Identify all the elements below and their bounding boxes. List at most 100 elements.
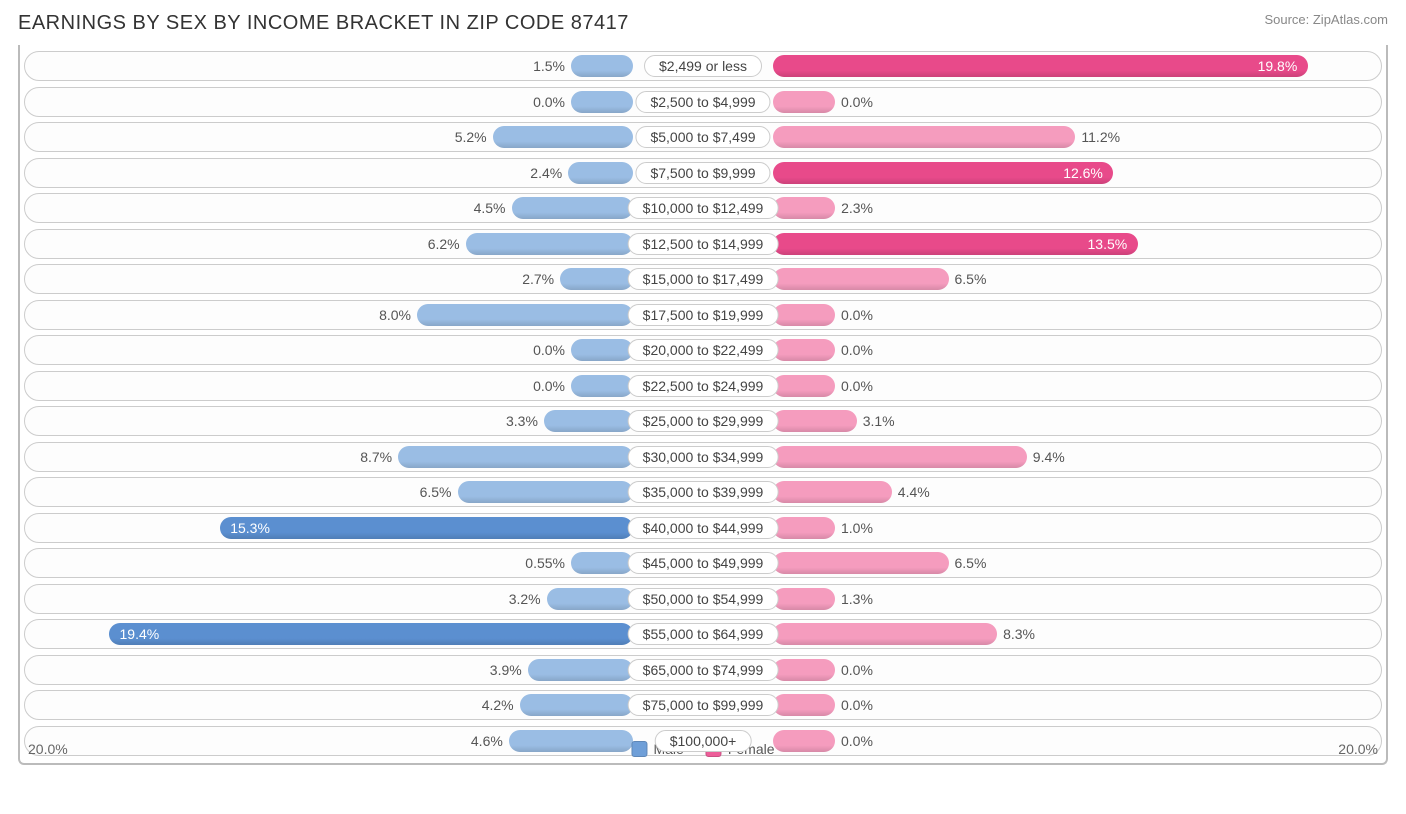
bracket-label: $2,499 or less: [644, 55, 762, 77]
bracket-label: $35,000 to $39,999: [628, 481, 779, 503]
female-bar: [773, 91, 835, 113]
male-bar: [571, 91, 633, 113]
bar-row: $2,500 to $4,999 0.0% 0.0%: [24, 87, 1382, 117]
bar-row: $22,500 to $24,9990.0%0.0%: [24, 371, 1382, 401]
female-bar: [773, 694, 835, 716]
male-pct: 15.3%: [230, 520, 270, 536]
male-pct: 4.2%: [482, 697, 514, 713]
female-pct: 13.5%: [1088, 236, 1128, 252]
female-bar: [773, 197, 835, 219]
male-pct: 3.3%: [506, 413, 538, 429]
female-pct: 1.3%: [841, 591, 873, 607]
male-bar: [568, 162, 633, 184]
bracket-label: $10,000 to $12,499: [628, 197, 779, 219]
female-pct: 0.0%: [841, 94, 873, 110]
bracket-label: $25,000 to $29,999: [628, 410, 779, 432]
male-bar: [493, 126, 633, 148]
bracket-label: $45,000 to $49,999: [628, 552, 779, 574]
male-pct: 2.4%: [530, 165, 562, 181]
male-bar: [509, 730, 633, 752]
bracket-label: $7,500 to $9,999: [635, 162, 770, 184]
female-pct: 6.5%: [955, 271, 987, 287]
bar-row: $10,000 to $12,4994.5%2.3%: [24, 193, 1382, 223]
bracket-label: $17,500 to $19,999: [628, 304, 779, 326]
bar-row: $5,000 to $7,4995.2%11.2%: [24, 122, 1382, 152]
male-bar: [547, 588, 633, 610]
male-bar: [544, 410, 633, 432]
bracket-label: $20,000 to $22,499: [628, 339, 779, 361]
female-pct: 11.2%: [1081, 129, 1120, 145]
male-bar: [571, 552, 633, 574]
bracket-label: $12,500 to $14,999: [628, 233, 779, 255]
female-bar: [773, 517, 835, 539]
male-pct: 5.2%: [455, 129, 487, 145]
female-bar: [773, 304, 835, 326]
female-bar: [773, 339, 835, 361]
female-pct: 0.0%: [841, 378, 873, 394]
male-bar: [458, 481, 634, 503]
male-bar: [571, 375, 633, 397]
male-pct: 6.5%: [420, 484, 452, 500]
male-pct: 1.5%: [533, 58, 565, 74]
female-bar: [773, 268, 949, 290]
bar-row: $45,000 to $49,9990.55%6.5%: [24, 548, 1382, 578]
bracket-label: $100,000+: [655, 730, 752, 752]
bar-row: $2,499 or less 1.5% 19.8%: [24, 51, 1382, 81]
bracket-label: $55,000 to $64,999: [628, 623, 779, 645]
swatch-male: [631, 741, 647, 757]
female-pct: 9.4%: [1033, 449, 1065, 465]
bracket-label: $30,000 to $34,999: [628, 446, 779, 468]
bar-row: $50,000 to $54,999 3.2% 1.3%: [24, 584, 1382, 614]
bracket-label: $15,000 to $17,499: [628, 268, 779, 290]
bar-row: $75,000 to $99,999 4.2% 0.0%: [24, 690, 1382, 720]
chart-area: $2,499 or less 1.5% 19.8% $2,500 to $4,999 0…: [18, 45, 1388, 765]
female-bar: [773, 481, 892, 503]
female-bar: [773, 410, 857, 432]
female-pct: 0.0%: [841, 697, 873, 713]
female-pct: 12.6%: [1063, 165, 1103, 181]
male-pct: 3.2%: [509, 591, 541, 607]
female-pct: 4.4%: [898, 484, 930, 500]
rows-container: $2,499 or less 1.5% 19.8% $2,500 to $4,999 0…: [24, 51, 1382, 761]
male-bar: [528, 659, 633, 681]
bar-row: $100,000+ 4.6% 0.0%: [24, 726, 1382, 756]
male-bar: [398, 446, 633, 468]
male-pct: 6.2%: [428, 236, 460, 252]
female-bar: [773, 162, 1113, 184]
female-pct: 6.5%: [955, 555, 987, 571]
male-bar: [571, 339, 633, 361]
bar-row: $20,000 to $22,499 0.0% 0.0%: [24, 335, 1382, 365]
bracket-label: $75,000 to $99,999: [628, 694, 779, 716]
male-pct: 19.4%: [120, 626, 160, 642]
female-bar: [773, 659, 835, 681]
male-pct: 8.0%: [379, 307, 411, 323]
bar-row: $30,000 to $34,999 8.7% 9.4%: [24, 442, 1382, 472]
female-bar: [773, 375, 835, 397]
axis-right-label: 20.0%: [1338, 741, 1378, 757]
female-pct: 3.1%: [863, 413, 895, 429]
bar-row: $12,500 to $14,999 6.2% 13.5%: [24, 229, 1382, 259]
male-pct: 0.0%: [533, 94, 565, 110]
bar-row: $25,000 to $29,999 3.3% 3.1%: [24, 406, 1382, 436]
female-pct: 0.0%: [841, 342, 873, 358]
female-pct: 0.0%: [841, 307, 873, 323]
bracket-label: $50,000 to $54,999: [628, 588, 779, 610]
female-bar: [773, 446, 1027, 468]
female-pct: 8.3%: [1003, 626, 1035, 642]
female-pct: 19.8%: [1258, 58, 1298, 74]
female-bar: [773, 623, 997, 645]
male-pct: 0.0%: [533, 342, 565, 358]
male-pct: 4.5%: [474, 200, 506, 216]
bracket-label: $2,500 to $4,999: [635, 91, 770, 113]
female-pct: 0.0%: [841, 733, 873, 749]
female-bar: [773, 55, 1308, 77]
female-pct: 1.0%: [841, 520, 873, 536]
male-pct: 8.7%: [360, 449, 392, 465]
source-label: Source: ZipAtlas.com: [1264, 12, 1388, 27]
bar-row: $40,000 to $44,99915.3%1.0%: [24, 513, 1382, 543]
bar-row: $35,000 to $39,999 6.5% 4.4%: [24, 477, 1382, 507]
bracket-label: $22,500 to $24,999: [628, 375, 779, 397]
bar-row: $15,000 to $17,4992.7%6.5%: [24, 264, 1382, 294]
male-bar: [560, 268, 633, 290]
male-pct: 4.6%: [471, 733, 503, 749]
